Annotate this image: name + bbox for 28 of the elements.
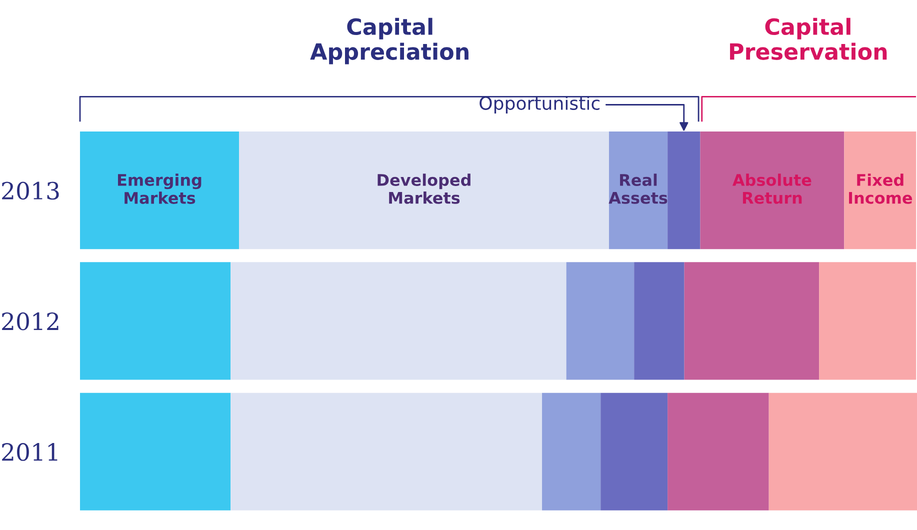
- bar: [768, 392, 917, 510]
- series-label: Emerging Markets: [118, 174, 202, 204]
- bar: [634, 262, 684, 380]
- text: Opportunistic: [480, 96, 600, 114]
- bar: [819, 262, 916, 380]
- bar: [566, 262, 634, 380]
- text: Capital Appreciation: [310, 18, 468, 64]
- bar: [668, 392, 769, 510]
- bar: [684, 262, 820, 380]
- bar: [80, 392, 231, 510]
- bar: [844, 132, 916, 250]
- bar: [700, 132, 844, 250]
- bar: [542, 392, 601, 510]
- y-tick-label: 2012: [2, 312, 58, 330]
- bar: [239, 132, 609, 250]
- bar: [230, 392, 542, 510]
- series-label: Developed Markets: [378, 174, 470, 204]
- bar: [80, 132, 240, 250]
- y-tick-label: 2013: [2, 182, 59, 200]
- y-tick-label: 2011: [2, 443, 58, 461]
- series-label: Fixed Income: [849, 174, 912, 204]
- text: Capital Preservation: [730, 18, 887, 60]
- series-label: Absolute Return: [732, 174, 812, 204]
- bar: [600, 392, 668, 510]
- bar: [668, 132, 700, 250]
- bar: [230, 262, 566, 380]
- bar: [608, 132, 668, 250]
- bar: [80, 262, 231, 380]
